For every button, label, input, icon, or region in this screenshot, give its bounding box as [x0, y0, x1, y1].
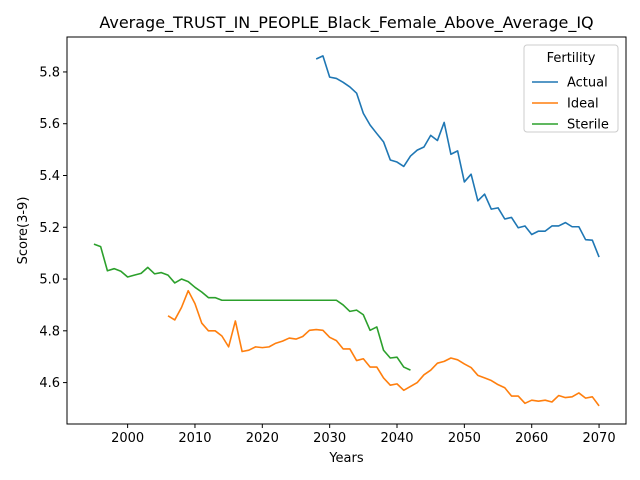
series-line-sterile	[93, 243, 411, 371]
plot-frame	[66, 36, 627, 425]
legend-label-ideal: Ideal	[567, 97, 599, 112]
x-axis-label: Years	[328, 451, 364, 466]
legend: Fertility Actual Ideal Sterile	[523, 44, 619, 133]
y-tick-label: 4.6	[39, 376, 60, 391]
x-tick-label: 2030	[313, 431, 346, 446]
series-lines	[93, 55, 600, 407]
x-tick-label: 2000	[111, 431, 144, 446]
y-tick-label: 5.2	[39, 221, 60, 236]
x-axis-ticks: 2000 2010 2020 2030 2040 2050 2060 2070	[111, 424, 616, 446]
y-axis-label: Score(3-9)	[16, 197, 31, 265]
x-tick-label: 2060	[515, 431, 548, 446]
legend-box	[523, 44, 619, 133]
y-tick-label: 4.8	[39, 324, 60, 339]
x-tick-label: 2070	[583, 431, 616, 446]
chart-title: Average_TRUST_IN_PEOPLE_Black_Female_Abo…	[99, 13, 593, 33]
y-tick-label: 5.6	[39, 117, 60, 132]
x-tick-label: 2050	[448, 431, 481, 446]
legend-label-sterile: Sterile	[567, 118, 609, 133]
legend-title: Fertility	[547, 51, 596, 66]
x-tick-label: 2020	[246, 431, 279, 446]
y-tick-label: 5.8	[39, 65, 60, 80]
y-tick-label: 5.4	[39, 169, 60, 184]
x-tick-label: 2010	[178, 431, 211, 446]
x-tick-label: 2040	[380, 431, 413, 446]
series-line-ideal	[167, 289, 600, 407]
legend-label-actual: Actual	[567, 76, 608, 91]
y-axis-ticks: 4.6 4.8 5.0 5.2 5.4 5.6 5.8	[39, 65, 67, 391]
series-line-actual	[315, 55, 600, 258]
y-tick-label: 5.0	[39, 273, 60, 288]
